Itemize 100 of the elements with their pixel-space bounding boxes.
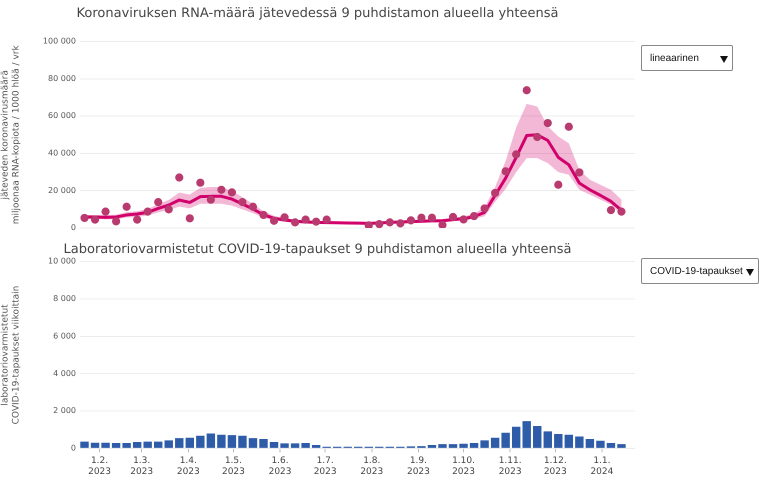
point bbox=[375, 220, 384, 228]
x-tick-label: 1.6. 2023 bbox=[268, 456, 292, 477]
bar bbox=[501, 432, 510, 448]
y-tick-label: 0 bbox=[70, 223, 76, 232]
point bbox=[217, 186, 226, 194]
point bbox=[186, 214, 194, 222]
point bbox=[280, 213, 289, 222]
point bbox=[428, 214, 436, 222]
bar bbox=[544, 431, 552, 448]
point bbox=[480, 204, 489, 213]
point bbox=[438, 220, 447, 228]
bar bbox=[154, 442, 162, 448]
bar bbox=[259, 439, 268, 448]
point bbox=[512, 150, 520, 158]
point bbox=[406, 216, 415, 224]
point bbox=[302, 216, 310, 224]
y-axis-title: jäteveden koronavirusmäärä miljoonaa RNA-kopiota / 1000 hlöä / vrk bbox=[0, 44, 22, 224]
bar bbox=[438, 444, 447, 448]
point bbox=[259, 210, 268, 220]
bar bbox=[606, 442, 616, 448]
x-tick-label: 1.3. 2023 bbox=[130, 456, 154, 477]
dropdown-field: COVID-19-tapaukset bbox=[641, 258, 759, 284]
bar bbox=[586, 439, 594, 448]
point bbox=[290, 218, 300, 227]
point bbox=[322, 216, 331, 224]
point bbox=[459, 215, 468, 224]
bar bbox=[512, 426, 520, 448]
point bbox=[122, 202, 131, 211]
x-tick-label: 1.10. 2023 bbox=[452, 456, 475, 477]
point bbox=[248, 202, 258, 211]
bar bbox=[596, 440, 605, 448]
bar bbox=[280, 443, 289, 448]
x-tick-label: 1.1. 2024 bbox=[590, 456, 614, 477]
point bbox=[238, 198, 247, 206]
bar bbox=[564, 434, 574, 448]
bar bbox=[80, 442, 89, 448]
bar bbox=[617, 444, 626, 448]
x-tick-label: 1.7. 2023 bbox=[314, 456, 337, 477]
chart-title: Koronaviruksen RNA-määrä jätevedessä 9 puhdistamon alueella yhteensä bbox=[76, 6, 558, 22]
bar bbox=[490, 438, 500, 448]
bar bbox=[312, 445, 320, 448]
x-tick-label: 1.9. 2023 bbox=[406, 456, 430, 477]
point bbox=[533, 132, 542, 142]
bar bbox=[522, 421, 531, 448]
x-tick-label: 1.12. 2023 bbox=[544, 456, 567, 477]
y-tick-label: 2 000 bbox=[53, 406, 76, 416]
bar bbox=[217, 434, 226, 448]
point bbox=[154, 198, 162, 206]
bar bbox=[132, 442, 142, 448]
y-axis-title: laboratoriovarmistetut COVID-19-tapaukset viikoittain bbox=[0, 286, 22, 424]
bar bbox=[186, 438, 194, 448]
point bbox=[112, 217, 120, 226]
point bbox=[206, 196, 215, 204]
bar bbox=[175, 438, 184, 448]
point bbox=[364, 221, 373, 228]
point bbox=[575, 168, 584, 177]
y-tick-label: 8 000 bbox=[53, 294, 76, 304]
y-tick-label: 60 000 bbox=[48, 111, 76, 120]
point bbox=[133, 216, 142, 224]
bar bbox=[459, 444, 468, 448]
bar bbox=[206, 433, 216, 448]
bar bbox=[448, 444, 458, 448]
bar bbox=[238, 436, 247, 448]
bar bbox=[301, 442, 310, 448]
bar bbox=[290, 443, 300, 448]
point bbox=[522, 86, 531, 94]
point bbox=[90, 216, 100, 224]
bar bbox=[122, 442, 131, 448]
y-tick-label: 40 000 bbox=[48, 148, 76, 158]
point bbox=[80, 214, 89, 222]
bar bbox=[575, 436, 584, 448]
x-tick-label: 1.8. 2023 bbox=[360, 456, 384, 477]
point bbox=[606, 206, 616, 214]
point bbox=[164, 205, 173, 214]
x-tick-label: 1.2. 2023 bbox=[88, 456, 112, 477]
point bbox=[144, 207, 152, 216]
point bbox=[617, 207, 626, 216]
bar bbox=[533, 426, 542, 448]
bar bbox=[112, 442, 120, 448]
bar bbox=[480, 440, 489, 448]
bar bbox=[90, 442, 100, 448]
y-tick-label: 20 000 bbox=[48, 186, 76, 195]
bar bbox=[196, 436, 205, 448]
y-tick-label: 6 000 bbox=[53, 331, 76, 340]
bar bbox=[554, 434, 563, 448]
x-tick-label: 1.11. 2023 bbox=[498, 456, 522, 477]
point bbox=[101, 207, 110, 216]
y-tick-label: 0 bbox=[70, 443, 76, 452]
y-tick-label: 10 000 bbox=[48, 256, 76, 266]
point bbox=[491, 188, 500, 198]
point bbox=[417, 214, 426, 222]
bar bbox=[164, 440, 173, 448]
bar bbox=[228, 435, 236, 448]
y-tick-label: 100 000 bbox=[42, 36, 76, 46]
point bbox=[396, 219, 404, 228]
y-tick-label: 4 000 bbox=[53, 368, 76, 378]
bar bbox=[248, 438, 258, 448]
dropdown-field: lineaarinen bbox=[641, 45, 733, 71]
point bbox=[196, 178, 204, 187]
x-tick-label: 1.4. 2023 bbox=[176, 456, 200, 477]
